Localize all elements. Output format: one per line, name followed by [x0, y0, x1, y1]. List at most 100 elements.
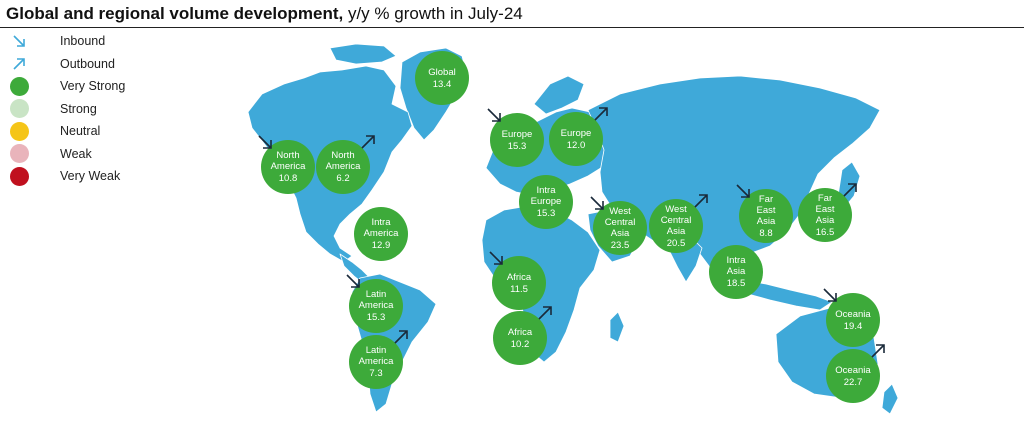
inbound-arrow-icon: [485, 106, 503, 124]
region-name: Intra: [726, 255, 746, 266]
region-value: 12.9: [371, 240, 391, 251]
region-name: Central: [660, 214, 692, 226]
region-value: 19.4: [843, 320, 863, 332]
outbound-arrow-icon: [692, 192, 710, 210]
region-bubble: North America 10.8: [261, 140, 315, 194]
outbound-arrow-icon: [592, 105, 610, 123]
region-bubble: Intra America 12.9: [354, 207, 408, 261]
region-name: Global: [428, 66, 456, 78]
outbound-arrow-icon: [536, 304, 554, 322]
legend-label: Very Strong: [60, 79, 126, 94]
region-name: Latin: [365, 289, 387, 300]
region-name: Africa: [506, 271, 532, 283]
region-bubble: Africa 11.5: [492, 256, 546, 310]
region-name: Far: [758, 193, 774, 205]
legend: Inbound Outbound Very Strong Strong Neut…: [8, 30, 125, 188]
region-name: Asia: [666, 225, 686, 237]
region-bubble: Latin America 7.3: [349, 335, 403, 389]
legend-item-inbound: Inbound: [8, 30, 125, 53]
region-value: 13.4: [432, 78, 452, 90]
region-bubble: Far East Asia 8.8: [739, 189, 793, 243]
region-value: 11.5: [510, 283, 528, 295]
region-name: Intra: [371, 217, 391, 228]
region-bubble: North America 6.2: [316, 140, 370, 194]
region-name: Central: [604, 216, 636, 228]
neutral-dot-icon: [8, 120, 30, 142]
region-name: East: [756, 204, 776, 216]
inbound-arrow-icon: [588, 194, 606, 212]
region-bubble: Africa 10.2: [493, 311, 547, 365]
region-name: Latin: [365, 345, 387, 356]
arctic-islands-land: [329, 43, 397, 65]
legend-label: Neutral: [60, 124, 101, 139]
outbound-arrow-icon: [8, 53, 30, 75]
outbound-arrow-icon: [359, 133, 377, 151]
inbound-arrow-icon: [487, 249, 505, 267]
legend-label: Very Weak: [60, 169, 121, 184]
legend-item-weak: Weak: [8, 143, 125, 166]
region-value: 10.2: [510, 338, 530, 350]
region-value: 7.3: [369, 368, 383, 379]
region-bubble: Europe 12.0: [549, 112, 603, 166]
region-name: West: [609, 205, 631, 217]
region-value: 18.5: [726, 278, 746, 289]
legend-label: Outbound: [60, 56, 115, 71]
inbound-arrow-icon: [344, 272, 362, 290]
region-name: America: [270, 161, 306, 172]
title-regular: y/y % growth in July-24: [343, 4, 523, 23]
region-name: America: [358, 356, 394, 367]
region-name: West: [665, 203, 687, 215]
region-name: Asia: [610, 227, 630, 239]
region-value: 20.5: [666, 237, 686, 249]
southeast-asia-islands-land: [741, 279, 833, 311]
region-name: Europe: [530, 196, 562, 207]
region-name: East: [815, 203, 835, 215]
region-name: America: [325, 161, 361, 172]
inbound-arrow-icon: [8, 30, 30, 52]
region-name: North: [276, 150, 300, 161]
region-name: Europe: [501, 128, 533, 140]
region-value: 15.3: [507, 140, 527, 152]
legend-item-very-weak: Very Weak: [8, 165, 125, 188]
region-bubble: Global 13.4: [415, 51, 469, 105]
region-name: Asia: [815, 214, 835, 226]
new-zealand-land: [881, 383, 899, 415]
region-name: Oceania: [835, 308, 871, 320]
very-weak-dot-icon: [8, 165, 30, 187]
inbound-arrow-icon: [256, 133, 274, 151]
region-bubble: West Central Asia 20.5: [649, 199, 703, 253]
title-divider: [0, 27, 1024, 28]
region-bubble: Oceania 19.4: [826, 293, 880, 347]
weak-dot-icon: [8, 143, 30, 165]
region-name: America: [358, 300, 394, 311]
very-strong-dot-icon: [8, 75, 30, 97]
region-name: Asia: [726, 266, 746, 277]
legend-label: Inbound: [60, 34, 106, 49]
outbound-arrow-icon: [869, 342, 887, 360]
region-name: America: [363, 228, 399, 239]
region-name: Intra: [536, 185, 556, 196]
region-bubble: Intra Europe 15.3: [519, 175, 573, 229]
region-value: 22.7: [843, 376, 863, 388]
legend-item-outbound: Outbound: [8, 53, 125, 76]
region-value: 8.8: [759, 227, 773, 239]
legend-item-very-strong: Very Strong: [8, 75, 125, 98]
region-name: Europe: [560, 127, 592, 139]
region-value: 15.3: [366, 312, 386, 323]
region-name: Africa: [507, 326, 533, 338]
region-name: Oceania: [835, 364, 871, 376]
region-name: Asia: [756, 215, 776, 227]
inbound-arrow-icon: [734, 182, 752, 200]
region-value: 15.3: [536, 208, 556, 219]
region-value: 16.5: [815, 226, 835, 238]
region-bubble: West Central Asia 23.5: [593, 201, 647, 255]
inbound-arrow-icon: [821, 286, 839, 304]
scandinavia-land: [533, 75, 585, 115]
title-bold: Global and regional volume development,: [6, 4, 344, 23]
legend-item-strong: Strong: [8, 98, 125, 121]
region-name: Far: [817, 192, 833, 204]
legend-label: Strong: [60, 101, 97, 116]
region-value: 6.2: [336, 173, 350, 184]
legend-label: Weak: [60, 146, 92, 161]
region-bubble: Oceania 22.7: [826, 349, 880, 403]
